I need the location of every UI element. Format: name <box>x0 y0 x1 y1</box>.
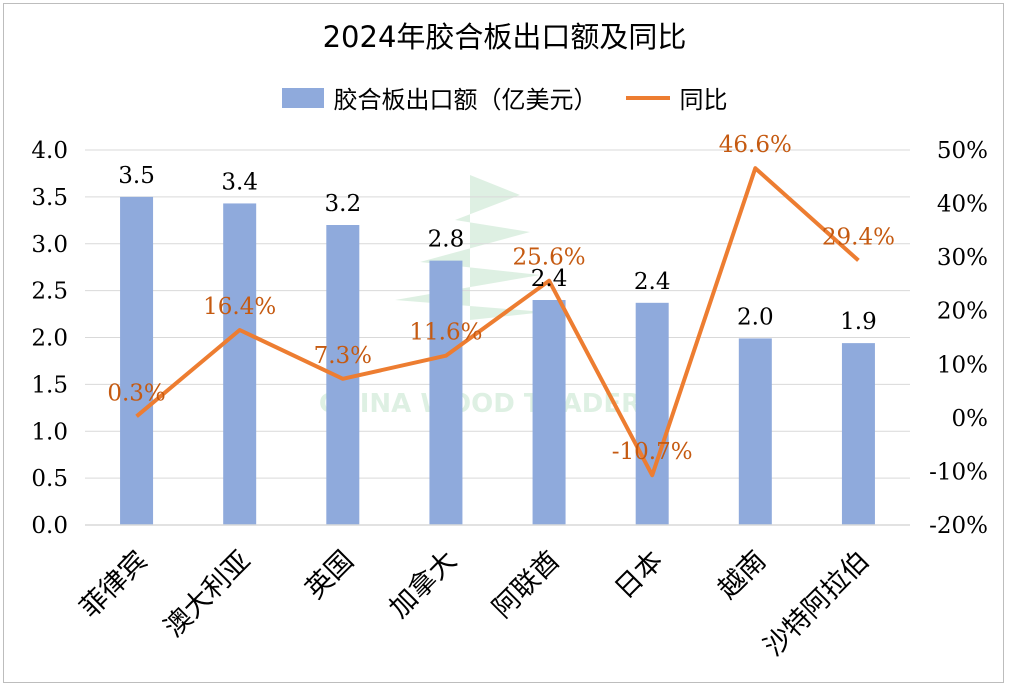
legend-item-bar: 胶合板出口额（亿美元） <box>281 80 598 115</box>
bar <box>223 203 257 525</box>
bar <box>532 300 566 525</box>
legend: 胶合板出口额（亿美元） 同比 <box>0 80 1009 115</box>
left-tick-label: 2.5 <box>31 279 68 305</box>
category-label: 越南 <box>712 545 772 605</box>
right-tick-label: -10% <box>929 459 988 485</box>
legend-bar-swatch <box>281 87 324 108</box>
watermark-text: CHINA WOOD TRADER <box>319 389 641 419</box>
category-label: 沙特阿拉伯 <box>758 545 875 662</box>
bar-value-label: 1.9 <box>840 309 877 335</box>
category-label: 阿联酋 <box>487 545 566 624</box>
left-tick-label: 1.0 <box>31 419 68 445</box>
category-label: 菲律宾 <box>74 545 153 624</box>
line-value-label: 7.3% <box>314 343 372 369</box>
right-tick-label: -20% <box>929 513 988 539</box>
bar <box>738 338 772 525</box>
bar-value-label: 2.4 <box>634 269 671 295</box>
watermark-logo: CHINA WOOD TRADER <box>319 175 641 419</box>
bar <box>841 343 875 525</box>
line-value-label: 0.3% <box>107 380 165 406</box>
line-value-label: 46.6% <box>719 132 792 158</box>
line-series <box>135 166 860 478</box>
right-tick-label: 50% <box>937 138 988 164</box>
line-value-label: 25.6% <box>513 245 586 271</box>
left-tick-label: 0.5 <box>31 466 68 492</box>
bar-value-label: 2.8 <box>428 227 465 253</box>
left-axis: 0.0 0.5 1.0 1.5 2.0 2.5 3.0 3.5 4.0 <box>31 138 68 539</box>
right-tick-label: 20% <box>937 299 988 325</box>
bar-value-label: 3.5 <box>118 163 155 189</box>
line-value-label: -10.7% <box>612 439 693 465</box>
legend-line-swatch <box>625 95 670 100</box>
left-tick-label: 4.0 <box>31 138 68 164</box>
right-tick-label: 10% <box>937 352 988 378</box>
category-label: 日本 <box>609 545 669 605</box>
right-tick-label: 30% <box>937 245 988 271</box>
line-value-label: 11.6% <box>409 320 482 346</box>
left-tick-label: 1.5 <box>31 372 68 398</box>
bar-series <box>120 196 875 525</box>
right-tick-label: 40% <box>937 192 988 218</box>
bar <box>429 260 463 525</box>
left-tick-label: 3.5 <box>31 185 68 211</box>
bar-value-label: 2.4 <box>531 266 568 292</box>
line-value-label: 16.4% <box>203 294 276 320</box>
chart-frame <box>3 3 1004 683</box>
gridlines <box>85 149 910 526</box>
legend-bar-label: 胶合板出口额（亿美元） <box>333 86 598 114</box>
bar-value-label: 3.2 <box>325 191 362 217</box>
bar <box>120 196 154 525</box>
line-value-label: 29.4% <box>822 224 895 250</box>
left-tick-label: 0.0 <box>31 513 68 539</box>
right-tick-label: 0% <box>952 406 989 432</box>
legend-item-line: 同比 <box>625 80 728 115</box>
category-label: 澳大利亚 <box>158 545 256 643</box>
left-tick-label: 3.0 <box>31 232 68 258</box>
left-tick-label: 2.0 <box>31 326 68 352</box>
bar-value-label: 3.4 <box>221 169 258 195</box>
data-labels: 3.5 3.4 3.2 2.8 2.4 2.4 2.0 1.9 0.3% 16.4% 7.3% 11.… <box>107 132 895 465</box>
category-label: 英国 <box>300 545 360 605</box>
right-axis: -20% -10% 0% 10% 20% 30% 40% 50% <box>929 138 988 539</box>
category-label: 加拿大 <box>384 545 463 624</box>
chart-title: 2024年胶合板出口额及同比 <box>322 20 687 54</box>
bar <box>635 302 669 525</box>
legend-line-label: 同比 <box>679 86 728 114</box>
yoy-line <box>135 166 860 478</box>
bar-value-label: 2.0 <box>737 304 774 330</box>
